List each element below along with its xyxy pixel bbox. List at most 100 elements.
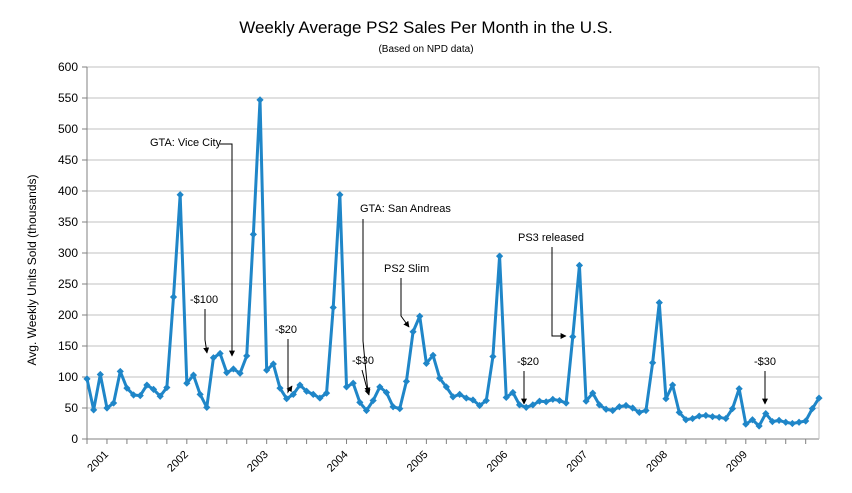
- data-point: [788, 419, 796, 428]
- data-point: [675, 408, 683, 416]
- data-point: [136, 392, 144, 400]
- data-point: [755, 422, 763, 430]
- y-tick-label: 50: [65, 401, 79, 415]
- data-point: [649, 359, 657, 367]
- data-point: [236, 369, 244, 377]
- data-point: [329, 303, 337, 312]
- data-point: [249, 230, 257, 238]
- data-point: [176, 191, 184, 199]
- data-point: [149, 385, 158, 393]
- data-point: [263, 366, 271, 374]
- annotation-arrow: [203, 309, 210, 354]
- chart-subtitle: (Based on NPD data): [378, 44, 473, 55]
- data-point: [569, 333, 577, 341]
- annotation-label: GTA: San Andreas: [360, 203, 451, 215]
- data-point: [456, 390, 464, 398]
- data-point: [316, 394, 324, 402]
- data-point: [582, 397, 590, 405]
- y-tick-label: 600: [58, 60, 78, 74]
- data-point: [336, 191, 344, 199]
- data-point: [728, 405, 737, 413]
- data-point: [715, 413, 723, 421]
- annotation-arrow: [361, 369, 371, 396]
- y-axis-label: Avg. Weekly Units Sold (thousands): [25, 175, 39, 366]
- data-point: [276, 384, 284, 392]
- data-point: [682, 416, 690, 424]
- data-point: [309, 390, 317, 398]
- y-tick-label: 350: [58, 215, 78, 229]
- x-tick-label: 2001: [85, 449, 111, 475]
- data-point: [815, 394, 823, 402]
- data-point: [609, 406, 617, 415]
- data-point: [163, 383, 171, 392]
- data-point: [808, 405, 816, 413]
- data-point: [123, 384, 131, 392]
- x-axis-ticks: 2001 2002 2003 2004 2005 2006 2007 2008 2009: [85, 439, 807, 475]
- data-point: [802, 417, 810, 425]
- data-point: [662, 395, 670, 403]
- y-tick-label: 0: [71, 432, 78, 446]
- data-point: [589, 389, 597, 397]
- data-point: [116, 367, 124, 376]
- data-point: [495, 252, 504, 260]
- data-point: [575, 261, 584, 269]
- data-point: [369, 396, 377, 405]
- y-tick-label: 500: [58, 122, 78, 136]
- data-point: [129, 391, 138, 399]
- y-tick-label: 400: [58, 184, 78, 198]
- data-point: [489, 352, 497, 361]
- x-tick-label: 2006: [485, 449, 511, 475]
- data-point: [83, 375, 91, 383]
- data-point: [695, 412, 703, 420]
- data-point: [629, 404, 637, 412]
- annotation-arrow: [362, 219, 371, 394]
- annotation-label: -$20: [275, 324, 297, 336]
- data-point: [342, 383, 351, 391]
- data-point: [602, 405, 610, 413]
- data-point: [189, 371, 198, 379]
- annotation-arrow: [551, 247, 567, 339]
- data-point: [549, 395, 557, 403]
- data-point: [762, 409, 770, 418]
- data-point: [562, 399, 570, 407]
- data-point: [515, 401, 524, 409]
- annotation-label: -$100: [190, 294, 218, 306]
- data-point: [243, 352, 251, 360]
- data-point: [476, 401, 484, 410]
- data-point: [402, 377, 411, 385]
- data-point: [462, 394, 470, 402]
- data-point: [429, 351, 437, 359]
- data-point: [469, 396, 477, 404]
- data-point: [436, 374, 444, 382]
- data-point: [356, 398, 364, 407]
- data-point: [748, 416, 757, 424]
- x-tick-label: 2003: [245, 449, 271, 475]
- x-tick-label: 2002: [165, 449, 191, 475]
- x-tick-label: 2009: [724, 449, 750, 475]
- data-point: [542, 398, 550, 406]
- data-point: [209, 354, 218, 362]
- data-point: [376, 383, 384, 391]
- y-tick-label: 250: [58, 277, 78, 291]
- data-point: [669, 381, 677, 389]
- data-point: [422, 359, 430, 367]
- data-point: [768, 418, 777, 426]
- data-point: [349, 379, 357, 387]
- y-tick-label: 450: [58, 153, 78, 167]
- data-point: [389, 403, 397, 411]
- data-point: [795, 418, 803, 426]
- data-point: [722, 414, 730, 423]
- data-point: [442, 383, 450, 391]
- data-point: [216, 349, 224, 358]
- data-point: [382, 388, 391, 397]
- x-tick-label: 2005: [405, 449, 431, 475]
- data-point: [229, 365, 237, 373]
- data-point: [635, 408, 643, 416]
- data-point: [482, 396, 490, 405]
- data-point: [303, 387, 311, 395]
- annotation-arrow: [400, 278, 410, 328]
- chart-title: Weekly Average PS2 Sales Per Month in th…: [239, 18, 613, 37]
- data-point: [775, 416, 783, 424]
- data-point: [555, 396, 564, 405]
